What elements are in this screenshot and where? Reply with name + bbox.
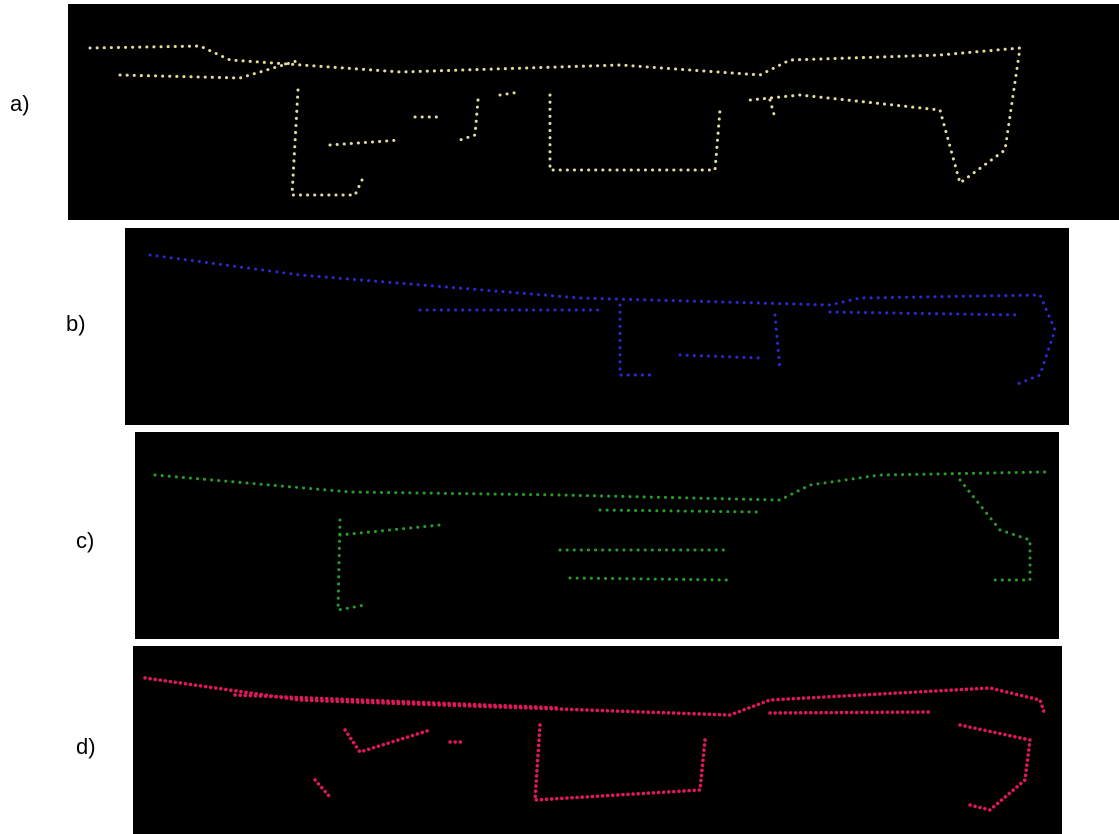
panel-label: c) <box>76 528 94 553</box>
panel-label: d) <box>76 734 96 759</box>
panel-d <box>133 646 1062 834</box>
panel-c <box>135 432 1059 639</box>
panel-label: a) <box>10 91 30 116</box>
figure: a) b) c) d) <box>0 0 1119 834</box>
panel-a <box>68 4 1119 220</box>
panel-label: b) <box>66 311 86 336</box>
panel-b <box>125 228 1069 425</box>
page: a) b) c) d) <box>0 0 1119 834</box>
